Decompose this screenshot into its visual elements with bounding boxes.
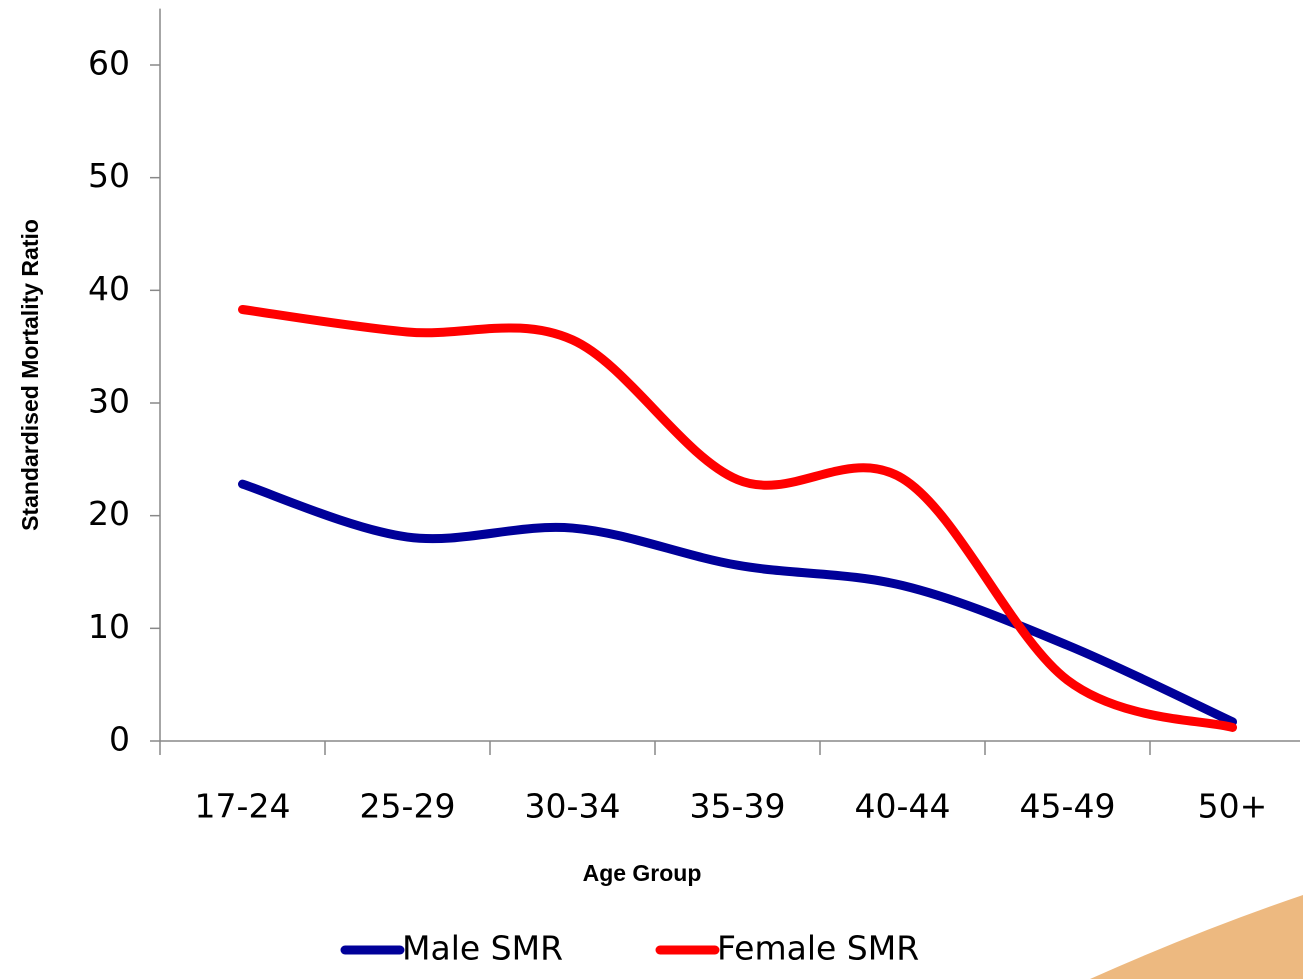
x-axis-title: Age Group [583,860,702,886]
y-tick-label: 40 [88,269,130,308]
y-tick-label: 60 [88,44,130,83]
y-axis-title: Standardised Mortality Ratio [17,219,43,531]
x-tick-label: 50+ [1198,787,1268,826]
x-tick-label: 30-34 [525,787,621,826]
y-tick-label: 0 [109,720,130,759]
x-tick-label: 25-29 [360,787,456,826]
line [238,479,1237,727]
y-tick-label: 30 [88,382,130,421]
legend-label: Female SMR [717,929,919,968]
legend-label: Male SMR [402,929,563,968]
x-tick-label: 17-24 [195,787,291,826]
y-tick-label: 20 [88,494,130,533]
y-tick-label: 10 [88,607,130,646]
y-tick-label: 50 [88,156,130,195]
x-tick-label: 40-44 [855,787,951,826]
decoration [1090,895,1303,979]
x-tick-label: 35-39 [690,787,786,826]
x-tick-label: 45-49 [1020,787,1116,826]
line [238,304,1237,732]
